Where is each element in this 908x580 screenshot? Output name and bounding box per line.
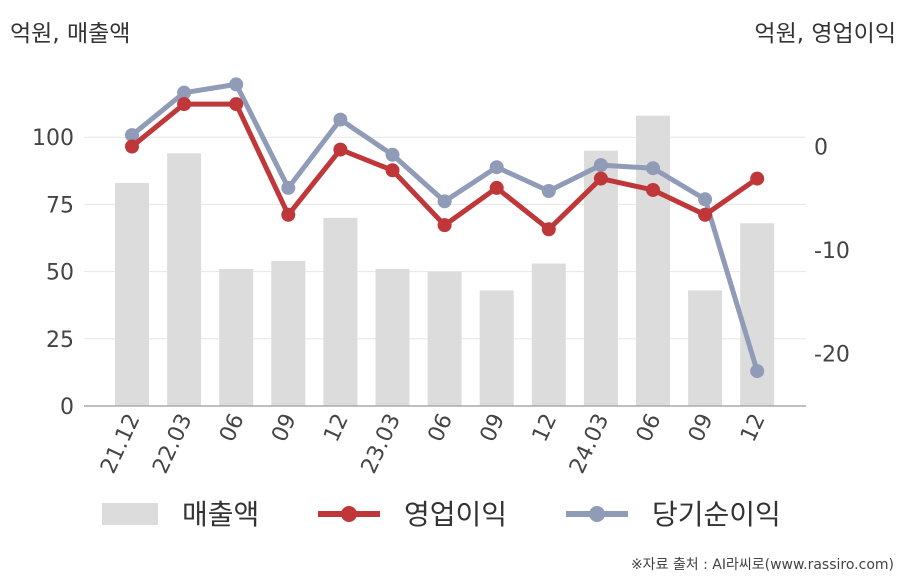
net-income-point <box>385 147 400 162</box>
revenue-bar <box>479 290 514 406</box>
operating-profit-point <box>281 207 296 222</box>
net-income-point <box>177 85 192 100</box>
revenue-bar <box>740 223 775 406</box>
net-income-point <box>698 192 713 207</box>
x-axis-tick: 06 <box>632 410 666 446</box>
revenue-bar <box>427 271 462 406</box>
operating-profit-point <box>750 171 765 186</box>
x-axis-tick: 21.12 <box>96 410 145 478</box>
x-axis-tick: 12 <box>736 410 770 446</box>
left-axis-tick: 50 <box>46 261 74 286</box>
left-axis-tick: 75 <box>46 193 74 218</box>
net-income-point <box>750 364 765 379</box>
revenue-bar <box>115 182 149 406</box>
revenue-bar <box>688 290 723 406</box>
legend-net-income-marker <box>589 506 605 522</box>
net-income-point <box>333 112 348 127</box>
legend-net-income-label: 당기순이익 <box>652 498 781 531</box>
right-axis-unit: 억원, 영업이익 <box>754 21 896 47</box>
net-income-point <box>281 180 296 195</box>
net-income-point <box>541 184 556 199</box>
right-axis-tick: 0 <box>814 136 828 161</box>
operating-profit-point <box>177 97 192 112</box>
left-axis-tick: 100 <box>32 126 74 151</box>
revenue-bar <box>583 150 618 406</box>
x-axis-tick: 22.03 <box>148 410 197 478</box>
operating-profit-point <box>646 182 660 197</box>
net-income-point <box>437 194 452 209</box>
net-income-point <box>125 128 139 143</box>
operating-profit-point <box>541 222 556 237</box>
legend-revenue-swatch <box>102 503 158 525</box>
left-axis-tick: 25 <box>46 328 74 353</box>
operating-profit-point <box>489 180 504 195</box>
revenue-bar <box>531 263 566 406</box>
x-axis-tick: 23.03 <box>357 410 406 478</box>
revenue-bar <box>219 268 254 406</box>
x-axis-tick: 24.03 <box>565 410 614 478</box>
right-axis-tick: -20 <box>814 343 850 368</box>
x-axis-tick: 06 <box>215 410 249 446</box>
net-income-point <box>593 158 608 173</box>
revenue-bar <box>375 268 410 406</box>
revenue-bar <box>323 217 358 406</box>
x-axis-tick: 12 <box>319 410 353 446</box>
operating-profit-point <box>385 163 400 178</box>
operating-profit-point <box>333 142 348 157</box>
legend-operating-profit-marker <box>341 506 357 522</box>
x-axis-tick: 09 <box>267 410 301 446</box>
net-income-point <box>489 160 504 175</box>
revenue-bar <box>167 153 202 406</box>
operating-profit-point <box>437 218 452 233</box>
left-axis-unit: 억원, 매출액 <box>10 21 131 47</box>
legend-revenue-label: 매출액 <box>182 498 259 531</box>
x-axis-tick: 06 <box>424 410 458 446</box>
source-note: ※자료 출처 : AI라씨로(www.rassiro.com) <box>630 557 894 573</box>
operating-profit-point <box>593 171 608 186</box>
left-axis-tick: 0 <box>60 395 74 420</box>
right-axis-tick: -10 <box>814 239 850 264</box>
legend-operating-profit-label: 영업이익 <box>404 498 507 531</box>
x-axis-tick: 12 <box>528 410 562 446</box>
net-income-point <box>646 161 660 176</box>
net-income-point <box>229 77 244 92</box>
x-axis-tick: 09 <box>476 410 510 446</box>
revenue-bar <box>271 260 306 406</box>
x-axis-tick: 09 <box>684 410 718 446</box>
operating-profit-point <box>125 139 139 154</box>
revenue-bar <box>636 115 670 407</box>
operating-profit-point <box>698 207 713 222</box>
operating-profit-point <box>229 97 244 112</box>
